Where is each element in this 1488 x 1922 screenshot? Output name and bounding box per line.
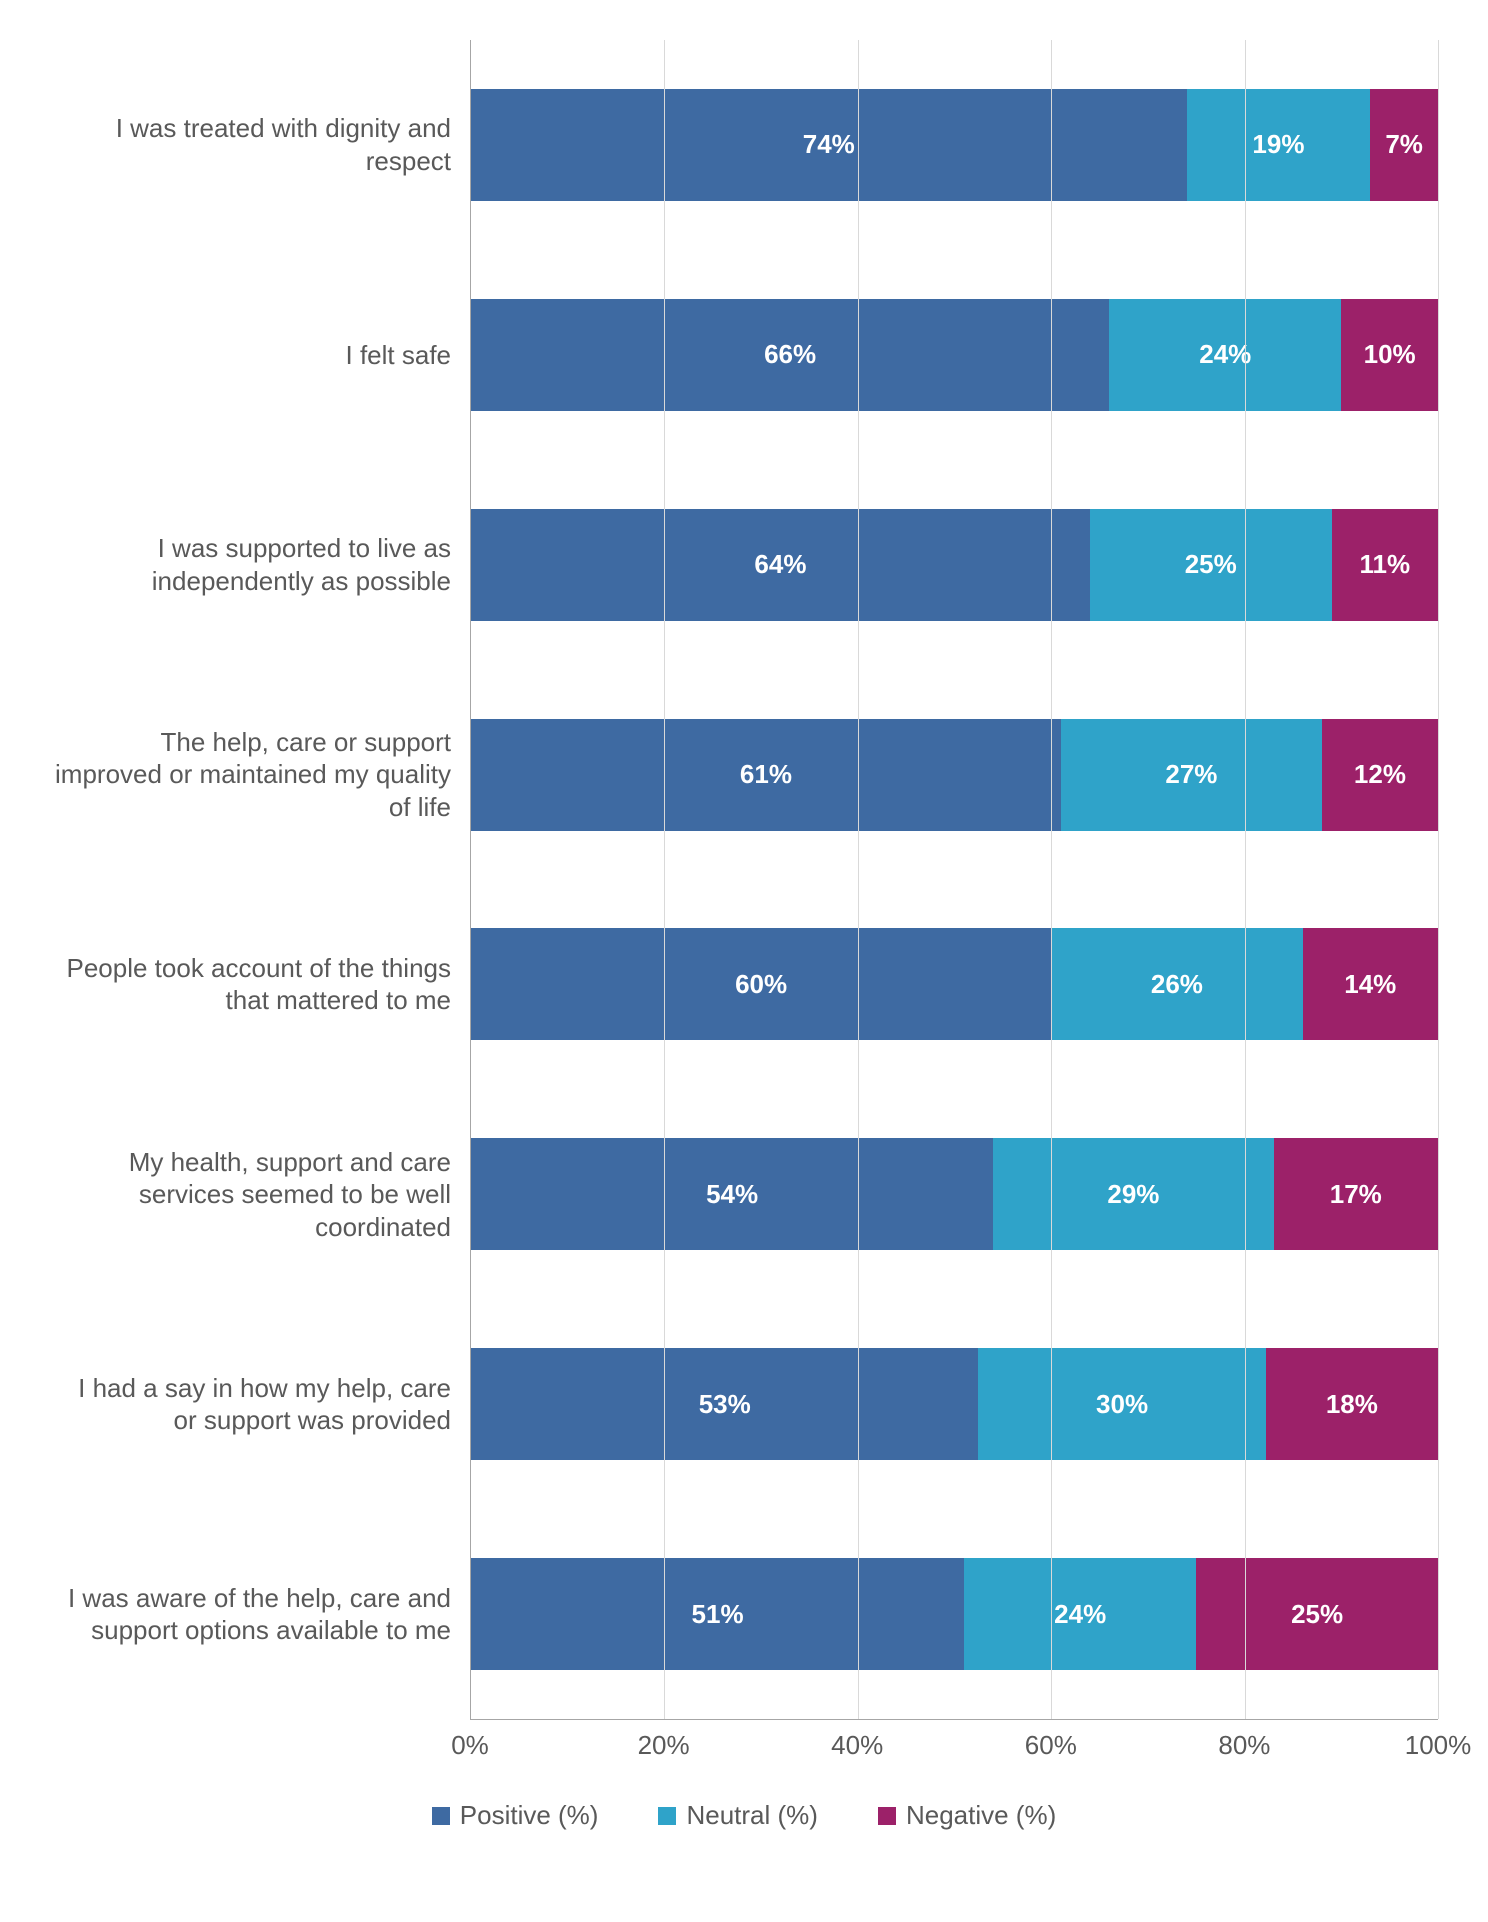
bar-segment-neutral: 19%: [1187, 89, 1371, 201]
bar-segment-negative: 7%: [1370, 89, 1438, 201]
bar: 74%19%7%: [471, 89, 1438, 201]
bar-segment-negative: 17%: [1274, 1138, 1438, 1250]
bar-segment-negative: 14%: [1303, 928, 1438, 1040]
legend-label: Neutral (%): [686, 1800, 817, 1831]
bar-segment-positive: 51%: [471, 1558, 964, 1670]
gridline: [858, 40, 859, 1719]
category-label: I was treated with dignity and respect: [51, 112, 471, 177]
bar-segment-positive: 64%: [471, 509, 1090, 621]
bar-segment-positive: 61%: [471, 719, 1061, 831]
bar: 60%26%14%: [471, 928, 1438, 1040]
bar: 61%27%12%: [471, 719, 1438, 831]
legend-swatch: [658, 1807, 676, 1825]
category-label: My health, support and care services see…: [51, 1146, 471, 1244]
bar-segment-negative: 25%: [1196, 1558, 1438, 1670]
bar-row: I had a say in how my help, care or supp…: [471, 1299, 1438, 1509]
bar-segment-positive: 53%: [471, 1348, 978, 1460]
bar: 53%30%18%: [471, 1348, 1438, 1460]
gridline: [1051, 40, 1052, 1719]
gridline: [664, 40, 665, 1719]
gridline: [1438, 40, 1439, 1719]
bar-row: I felt safe66%24%10%: [471, 250, 1438, 460]
bar: 54%29%17%: [471, 1138, 1438, 1250]
category-label: I was aware of the help, care and suppor…: [51, 1582, 471, 1647]
x-tick-label: 80%: [1218, 1730, 1270, 1761]
survey-stacked-bar-chart: I was treated with dignity and respect74…: [30, 40, 1458, 1831]
category-label: I felt safe: [51, 339, 471, 372]
bar-segment-negative: 10%: [1341, 299, 1438, 411]
x-tick-label: 40%: [831, 1730, 883, 1761]
bar-row: I was supported to live as independently…: [471, 460, 1438, 670]
category-label: The help, care or support improved or ma…: [51, 726, 471, 824]
bar-segment-negative: 12%: [1322, 719, 1438, 831]
bar: 51%24%25%: [471, 1558, 1438, 1670]
bar-row: The help, care or support improved or ma…: [471, 670, 1438, 880]
bar-row: People took account of the things that m…: [471, 880, 1438, 1090]
x-axis: 0%20%40%60%80%100%: [470, 1720, 1438, 1770]
x-tick-label: 100%: [1405, 1730, 1472, 1761]
category-label: I was supported to live as independently…: [51, 532, 471, 597]
x-tick-label: 60%: [1025, 1730, 1077, 1761]
bar-segment-positive: 60%: [471, 928, 1051, 1040]
bar-segment-neutral: 27%: [1061, 719, 1322, 831]
x-tick-label: 0%: [451, 1730, 489, 1761]
legend-swatch: [878, 1807, 896, 1825]
bar-segment-negative: 11%: [1332, 509, 1438, 621]
bar-segment-positive: 54%: [471, 1138, 993, 1250]
bar-segment-neutral: 30%: [978, 1348, 1265, 1460]
bar-row: My health, support and care services see…: [471, 1089, 1438, 1299]
legend-label: Negative (%): [906, 1800, 1056, 1831]
bar-row: I was treated with dignity and respect74…: [471, 40, 1438, 250]
bar-segment-neutral: 26%: [1051, 928, 1302, 1040]
bar-segment-neutral: 24%: [1109, 299, 1341, 411]
gridline: [1245, 40, 1246, 1719]
bar-segment-positive: 66%: [471, 299, 1109, 411]
legend-swatch: [432, 1807, 450, 1825]
x-tick-label: 20%: [638, 1730, 690, 1761]
category-label: I had a say in how my help, care or supp…: [51, 1372, 471, 1437]
legend-item-positive: Positive (%): [432, 1800, 599, 1831]
category-label: People took account of the things that m…: [51, 952, 471, 1017]
legend-label: Positive (%): [460, 1800, 599, 1831]
bar-segment-neutral: 24%: [964, 1558, 1196, 1670]
legend-item-neutral: Neutral (%): [658, 1800, 817, 1831]
bar-segment-negative: 18%: [1266, 1348, 1438, 1460]
bar-row: I was aware of the help, care and suppor…: [471, 1509, 1438, 1719]
bar-segment-neutral: 29%: [993, 1138, 1273, 1250]
legend: Positive (%) Neutral (%) Negative (%): [30, 1800, 1458, 1831]
bar-segment-positive: 74%: [471, 89, 1187, 201]
legend-item-negative: Negative (%): [878, 1800, 1056, 1831]
bar-segment-neutral: 25%: [1090, 509, 1332, 621]
bar-rows: I was treated with dignity and respect74…: [471, 40, 1438, 1719]
plot-area: I was treated with dignity and respect74…: [470, 40, 1438, 1720]
bar: 64%25%11%: [471, 509, 1438, 621]
bar: 66%24%10%: [471, 299, 1438, 411]
